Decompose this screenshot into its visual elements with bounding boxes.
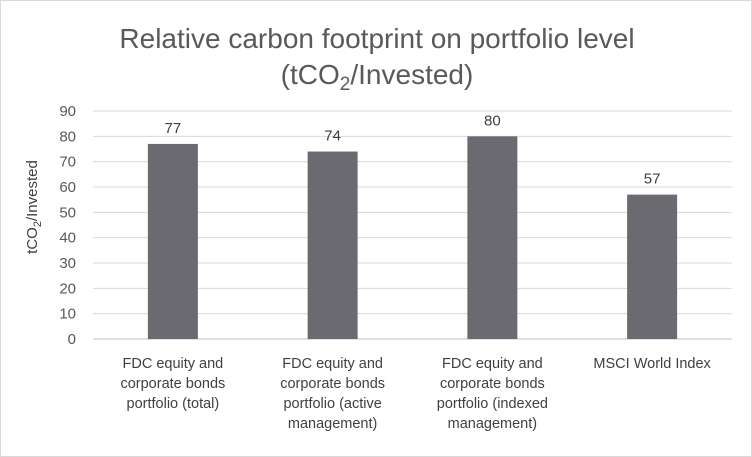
y-tick-label: 40 — [59, 230, 76, 247]
gridlines — [93, 110, 732, 340]
y-axis-label-subscript: 2 — [32, 221, 44, 227]
chart-subtitle-part: (tCO — [281, 59, 340, 90]
y-tick-label: 10 — [59, 306, 76, 323]
bar — [147, 143, 198, 339]
y-axis-label-part: /Invested — [24, 160, 41, 221]
y-tick-label: 70 — [59, 154, 76, 171]
x-tick-label: portfolio (active — [283, 396, 381, 412]
data-label: 77 — [165, 120, 182, 137]
y-tick-label: 80 — [59, 128, 76, 145]
data-label: 57 — [644, 171, 661, 188]
x-tick-label: MSCI World Index — [593, 356, 711, 372]
chart-subtitle-part: /Invested) — [350, 59, 473, 90]
bar — [467, 136, 518, 339]
x-tick-label: corporate bonds — [440, 376, 545, 392]
y-tick-label: 0 — [68, 331, 76, 348]
y-axis-ticks: 0 10 20 30 40 50 60 70 80 90 — [59, 103, 76, 348]
x-tick-label: corporate bonds — [120, 376, 225, 392]
x-axis-categories: FDC equity and corporate bonds portfolio (… — [120, 356, 711, 432]
x-tick-label: FDC equity and — [282, 356, 383, 372]
y-tick-label: 90 — [59, 103, 76, 120]
x-tick-label: FDC equity and — [123, 356, 224, 372]
x-tick-label: FDC equity and — [442, 356, 543, 372]
y-axis-label: tCO2/Invested — [24, 160, 44, 254]
data-label: 80 — [484, 112, 501, 129]
y-axis-label-part: tCO — [24, 227, 41, 254]
y-tick-label: 60 — [59, 179, 76, 196]
x-tick-label: portfolio (indexed — [437, 396, 548, 412]
chart-subtitle: (tCO2/Invested) — [281, 59, 474, 95]
data-labels: 77 74 80 57 — [165, 112, 661, 187]
y-tick-label: 50 — [59, 204, 76, 221]
chart-title: Relative carbon footprint on portfolio l… — [119, 23, 634, 54]
chart-subtitle-subscript: 2 — [340, 74, 351, 95]
x-tick-label: management) — [448, 416, 537, 432]
x-tick-label: corporate bonds — [280, 376, 385, 392]
bars — [147, 136, 678, 339]
data-label: 74 — [324, 128, 341, 145]
bar — [627, 194, 678, 339]
x-tick-label: management) — [288, 416, 377, 432]
x-tick-label: portfolio (total) — [127, 396, 220, 412]
y-tick-label: 30 — [59, 255, 76, 272]
bar — [307, 151, 358, 339]
y-tick-label: 20 — [59, 280, 76, 297]
